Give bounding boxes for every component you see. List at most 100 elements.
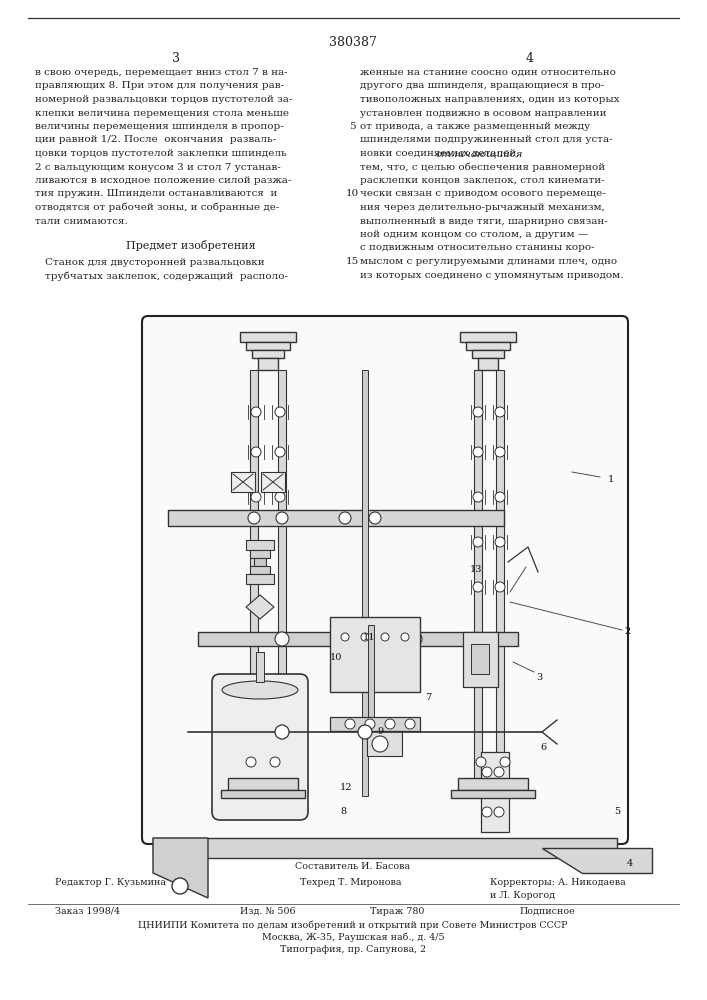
Circle shape [495, 447, 505, 457]
Text: 2 с вальцующим конусом 3 и стол 7 устанав-: 2 с вальцующим конусом 3 и стол 7 устана… [35, 162, 281, 172]
Bar [330, 617, 420, 692]
Text: мыслом с регулируемыми длинами плеч, одно: мыслом с регулируемыми длинами плеч, одн… [360, 257, 617, 266]
Polygon shape [153, 838, 208, 898]
Circle shape [275, 492, 285, 502]
Text: ЦНИИПИ Комитета по делам изобретений и открытий при Совете Министров СССР: ЦНИИПИ Комитета по делам изобретений и о… [139, 920, 568, 930]
Circle shape [495, 537, 505, 547]
Bar [451, 790, 535, 798]
Text: Тираж 780: Тираж 780 [370, 907, 424, 916]
Text: 10: 10 [346, 190, 358, 198]
Circle shape [251, 447, 261, 457]
Text: тем, что, с целью обеспечения равномерной: тем, что, с целью обеспечения равномерно… [360, 162, 605, 172]
FancyBboxPatch shape [212, 674, 308, 820]
Text: ции равной 1/2. После  окончания  разваль-: ции равной 1/2. После окончания разваль- [35, 135, 276, 144]
Text: и Л. Корогод: и Л. Корогод [490, 891, 555, 900]
Text: отводятся от рабочей зоны, и собранные де-: отводятся от рабочей зоны, и собранные д… [35, 203, 279, 213]
Text: 380387: 380387 [329, 36, 377, 49]
Circle shape [365, 719, 375, 729]
Circle shape [495, 407, 505, 417]
Circle shape [275, 725, 289, 739]
Circle shape [405, 719, 415, 729]
Bar [168, 510, 504, 526]
Circle shape [494, 807, 504, 817]
Circle shape [482, 767, 492, 777]
Text: 3: 3 [172, 52, 180, 65]
Ellipse shape [222, 681, 298, 699]
Text: Типография, пр. Сапунова, 2: Типография, пр. Сапунова, 2 [280, 945, 426, 954]
Circle shape [251, 407, 261, 417]
Circle shape [385, 719, 395, 729]
Text: Изд. № 506: Изд. № 506 [240, 907, 296, 916]
Text: 6: 6 [540, 742, 546, 752]
Text: расклепки концов заклепок, стол кинемати-: расклепки концов заклепок, стол кинемати… [360, 176, 604, 185]
Text: 12: 12 [340, 782, 353, 792]
Text: 7: 7 [425, 692, 431, 702]
Circle shape [482, 807, 492, 817]
Bar [231, 472, 255, 492]
Circle shape [358, 725, 372, 739]
Bar [496, 370, 504, 786]
Bar [246, 574, 274, 584]
Bar [261, 472, 285, 492]
Circle shape [361, 633, 369, 641]
Circle shape [251, 707, 261, 717]
Text: ливаются в исходное положение силой разжа-: ливаются в исходное положение силой разж… [35, 176, 291, 185]
Circle shape [275, 407, 285, 417]
Polygon shape [542, 848, 652, 873]
Text: номерной развальцовки торцов пустотелой за-: номерной развальцовки торцов пустотелой … [35, 95, 293, 104]
FancyBboxPatch shape [142, 316, 628, 844]
Text: Москва, Ж-35, Раушская наб., д. 4/5: Москва, Ж-35, Раушская наб., д. 4/5 [262, 932, 444, 942]
Text: тивоположных направлениях, один из которых: тивоположных направлениях, один из котор… [360, 95, 619, 104]
Bar [368, 625, 374, 720]
Text: Редактор Г. Кузьмина: Редактор Г. Кузьмина [55, 878, 166, 887]
Text: Заказ 1998/4: Заказ 1998/4 [55, 907, 120, 916]
Text: правляющих 8. При этом для получения рав-: правляющих 8. При этом для получения рав… [35, 82, 284, 91]
Text: Составитель И. Басова: Составитель И. Басова [296, 862, 411, 871]
Text: 5: 5 [614, 808, 620, 816]
Bar [228, 778, 298, 790]
Circle shape [369, 512, 381, 524]
Bar [250, 566, 270, 574]
Bar [246, 342, 290, 350]
Circle shape [358, 632, 372, 646]
Text: новки соединяемых деталей,: новки соединяемых деталей, [360, 149, 522, 158]
Text: тали снимаются.: тали снимаются. [35, 217, 128, 226]
Text: Техред Т. Миронова: Техред Т. Миронова [300, 878, 402, 887]
Polygon shape [246, 595, 274, 619]
Text: установлен подвижно в осовом направлении: установлен подвижно в осовом направлении [360, 108, 607, 117]
Circle shape [381, 633, 389, 641]
Bar [221, 790, 305, 798]
Bar [250, 370, 258, 786]
Bar [463, 632, 498, 687]
Circle shape [270, 757, 280, 767]
Bar [362, 370, 368, 796]
Text: ной одним концом со столом, а другим —: ной одним концом со столом, а другим — [360, 230, 588, 239]
Bar [478, 358, 498, 370]
Text: 5: 5 [349, 122, 356, 131]
Circle shape [473, 447, 483, 457]
Text: Корректоры: А. Никодаева: Корректоры: А. Никодаева [490, 878, 626, 887]
Text: трубчатых заклепок, содержащий  располо-: трубчатых заклепок, содержащий располо- [45, 271, 288, 281]
Circle shape [473, 407, 483, 417]
Circle shape [251, 492, 261, 502]
Circle shape [372, 736, 388, 752]
Circle shape [495, 582, 505, 592]
Text: с подвижным относительно станины коро-: с подвижным относительно станины коро- [360, 243, 595, 252]
Text: 2: 2 [624, 628, 630, 637]
Bar [458, 778, 528, 790]
Bar [472, 350, 504, 358]
Circle shape [276, 512, 288, 524]
Text: тия пружин. Шпиндели останавливаются  и: тия пружин. Шпиндели останавливаются и [35, 190, 277, 198]
Bar [198, 632, 518, 646]
Circle shape [408, 632, 422, 646]
Bar [246, 540, 274, 550]
Text: величины перемещения шпинделя в пропор-: величины перемещения шпинделя в пропор- [35, 122, 284, 131]
Circle shape [275, 632, 289, 646]
Text: 3: 3 [536, 672, 542, 682]
Circle shape [172, 878, 188, 894]
Text: отличающийся: отличающийся [436, 149, 522, 158]
Text: 4: 4 [526, 52, 534, 65]
Text: 10: 10 [330, 652, 342, 662]
Bar [474, 370, 482, 786]
Circle shape [473, 492, 483, 502]
